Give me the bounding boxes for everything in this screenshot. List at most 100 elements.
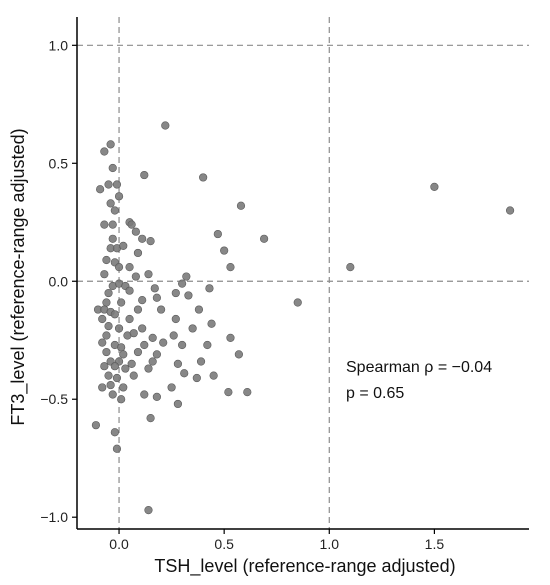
data-point bbox=[96, 185, 105, 194]
data-point bbox=[117, 343, 126, 352]
data-point bbox=[114, 192, 124, 201]
data-point bbox=[205, 284, 214, 293]
data-point bbox=[196, 357, 206, 366]
data-point bbox=[152, 392, 161, 401]
data-point bbox=[104, 180, 113, 189]
data-point bbox=[100, 362, 109, 371]
data-point bbox=[144, 506, 153, 515]
y-tick-label: 1.0 bbox=[49, 37, 69, 53]
data-point bbox=[129, 371, 138, 380]
data-point bbox=[112, 180, 122, 189]
x-tick-label: 1.5 bbox=[425, 536, 445, 552]
data-point bbox=[125, 314, 134, 324]
x-tick-label: 1.0 bbox=[320, 536, 340, 552]
data-point bbox=[152, 350, 161, 359]
data-point bbox=[209, 371, 218, 380]
data-point bbox=[184, 291, 193, 300]
data-point bbox=[131, 227, 140, 236]
x-axis-ticks: 0.0 0.5 1.0 1.5 bbox=[109, 529, 444, 552]
data-point bbox=[207, 319, 216, 328]
data-point bbox=[140, 340, 149, 350]
data-point bbox=[125, 286, 134, 295]
data-point bbox=[108, 163, 117, 173]
data-point bbox=[260, 234, 269, 243]
data-point bbox=[114, 324, 124, 333]
data-point bbox=[98, 314, 107, 324]
y-axis-ticks: −1.0 −0.5 0.0 0.5 1.0 bbox=[40, 37, 77, 525]
data-point bbox=[133, 248, 143, 258]
data-point bbox=[173, 359, 183, 368]
data-point bbox=[156, 305, 166, 314]
y-tick-label: 0.5 bbox=[49, 155, 69, 171]
data-point bbox=[106, 199, 115, 208]
data-point bbox=[430, 182, 439, 191]
data-point bbox=[110, 310, 119, 319]
data-point bbox=[102, 298, 111, 307]
data-point bbox=[203, 340, 212, 350]
data-point bbox=[119, 241, 128, 250]
data-point bbox=[138, 296, 147, 305]
data-point bbox=[220, 246, 229, 255]
reference-lines bbox=[77, 17, 529, 529]
data-point bbox=[226, 333, 235, 342]
data-point bbox=[91, 421, 101, 430]
data-point bbox=[148, 333, 157, 342]
data-point bbox=[125, 263, 134, 272]
data-point bbox=[213, 229, 222, 239]
data-point bbox=[178, 279, 187, 288]
data-point bbox=[108, 220, 117, 229]
data-point bbox=[108, 390, 117, 399]
data-point bbox=[138, 324, 147, 333]
data-point bbox=[110, 428, 119, 437]
data-point bbox=[102, 255, 111, 265]
data-point bbox=[234, 350, 243, 359]
data-point bbox=[100, 220, 109, 229]
data-point bbox=[129, 329, 138, 338]
data-point bbox=[102, 331, 111, 340]
data-point bbox=[117, 298, 126, 307]
data-point bbox=[224, 388, 233, 397]
y-tick-label: −1.0 bbox=[40, 509, 68, 525]
data-point bbox=[110, 206, 119, 215]
data-point bbox=[117, 395, 126, 404]
data-point bbox=[114, 263, 124, 272]
data-point bbox=[121, 364, 130, 373]
x-axis-label: TSH_level (reference-range adjusted) bbox=[154, 556, 455, 577]
data-point bbox=[144, 270, 153, 279]
data-point bbox=[199, 173, 208, 182]
data-point bbox=[243, 388, 252, 397]
data-point bbox=[106, 140, 115, 149]
data-point bbox=[138, 234, 147, 243]
data-point bbox=[110, 362, 119, 371]
data-point bbox=[148, 357, 157, 366]
data-point bbox=[108, 234, 117, 243]
data-point bbox=[144, 364, 153, 373]
data-point bbox=[192, 373, 201, 383]
data-point bbox=[102, 347, 111, 357]
data-point bbox=[106, 380, 115, 390]
data-point bbox=[100, 270, 109, 279]
data-point bbox=[112, 444, 122, 453]
data-point bbox=[140, 390, 149, 399]
data-point bbox=[171, 288, 180, 298]
data-point bbox=[146, 414, 155, 423]
data-point bbox=[98, 338, 107, 347]
data-point bbox=[226, 263, 235, 272]
data-point bbox=[169, 331, 178, 340]
data-point bbox=[131, 272, 140, 281]
data-point bbox=[346, 263, 355, 272]
data-point bbox=[171, 314, 180, 324]
data-point bbox=[104, 371, 113, 380]
data-point bbox=[100, 147, 109, 156]
data-point bbox=[178, 340, 187, 350]
data-point bbox=[112, 373, 122, 383]
data-point bbox=[152, 293, 161, 302]
data-point bbox=[505, 206, 515, 215]
data-point bbox=[119, 350, 128, 359]
data-point bbox=[188, 324, 197, 333]
data-point bbox=[133, 347, 143, 357]
data-point bbox=[182, 272, 191, 281]
y-tick-label: −0.5 bbox=[40, 391, 68, 407]
data-point bbox=[150, 284, 159, 293]
